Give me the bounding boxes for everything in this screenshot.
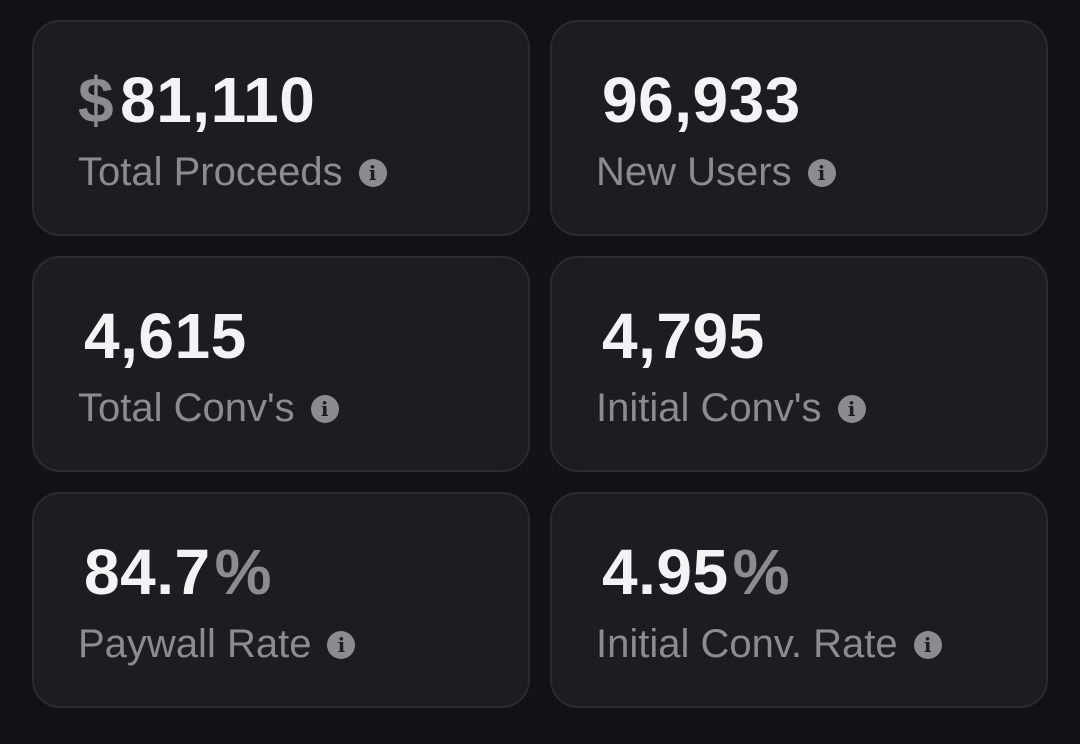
info-icon[interactable]: i [327, 631, 356, 659]
metric-number: 4,615 [84, 300, 247, 372]
info-icon[interactable]: i [807, 159, 836, 187]
metric-number: 84.7 [84, 536, 211, 608]
unit-suffix: % [214, 536, 272, 608]
currency-symbol: $ [78, 64, 115, 136]
metric-number: 4,795 [602, 300, 765, 372]
info-icon[interactable]: i [358, 159, 387, 187]
metric-label: New Users [596, 150, 792, 194]
metric-card-total-proceeds[interactable]: $81,110 Total Proceeds i [32, 20, 530, 236]
metric-card-total-convs[interactable]: 4,615 Total Conv's i [32, 256, 530, 472]
metric-value: $81,110 [78, 68, 319, 132]
info-icon[interactable]: i [310, 395, 339, 423]
unit-suffix: % [732, 536, 790, 608]
metric-value: 96,933 [596, 68, 805, 132]
metric-label: Total Proceeds [78, 150, 343, 194]
metric-label-row: Total Conv's i [78, 388, 339, 428]
metric-label-row: Paywall Rate i [78, 622, 356, 666]
metric-value: 84.7% [78, 540, 272, 604]
metric-number: 81,110 [120, 64, 316, 136]
metric-value: 4.95% [596, 540, 790, 604]
metric-number: 4.95 [602, 536, 729, 608]
metric-label: Paywall Rate [78, 622, 312, 666]
metric-label: Initial Conv's [596, 386, 822, 430]
info-icon[interactable]: i [913, 631, 942, 659]
metric-label-row: Total Proceeds i [78, 152, 387, 192]
metric-number: 96,933 [602, 64, 801, 136]
metric-label: Initial Conv. Rate [596, 622, 898, 666]
metric-label-row: Initial Conv's i [596, 388, 866, 428]
metric-label: Total Conv's [78, 386, 295, 430]
metric-value: 4,795 [596, 304, 769, 368]
metrics-grid: $81,110 Total Proceeds i 96,933 New User… [32, 20, 1048, 708]
metric-card-new-users[interactable]: 96,933 New Users i [550, 20, 1048, 236]
metric-card-initial-conv-rate[interactable]: 4.95% Initial Conv. Rate i [550, 492, 1048, 708]
info-icon[interactable]: i [837, 395, 866, 423]
metric-value: 4,615 [78, 304, 251, 368]
metric-card-initial-convs[interactable]: 4,795 Initial Conv's i [550, 256, 1048, 472]
metric-card-paywall-rate[interactable]: 84.7% Paywall Rate i [32, 492, 530, 708]
metric-label-row: New Users i [596, 152, 836, 192]
metric-label-row: Initial Conv. Rate i [596, 624, 942, 664]
